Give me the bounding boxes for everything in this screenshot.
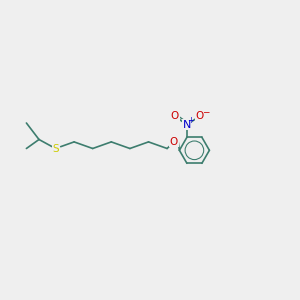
Text: +: + <box>187 116 194 125</box>
Text: N: N <box>183 120 191 130</box>
Text: S: S <box>52 143 59 154</box>
Text: −: − <box>202 108 210 117</box>
Text: O: O <box>195 111 204 121</box>
Text: O: O <box>170 137 178 147</box>
Text: O: O <box>171 111 179 121</box>
